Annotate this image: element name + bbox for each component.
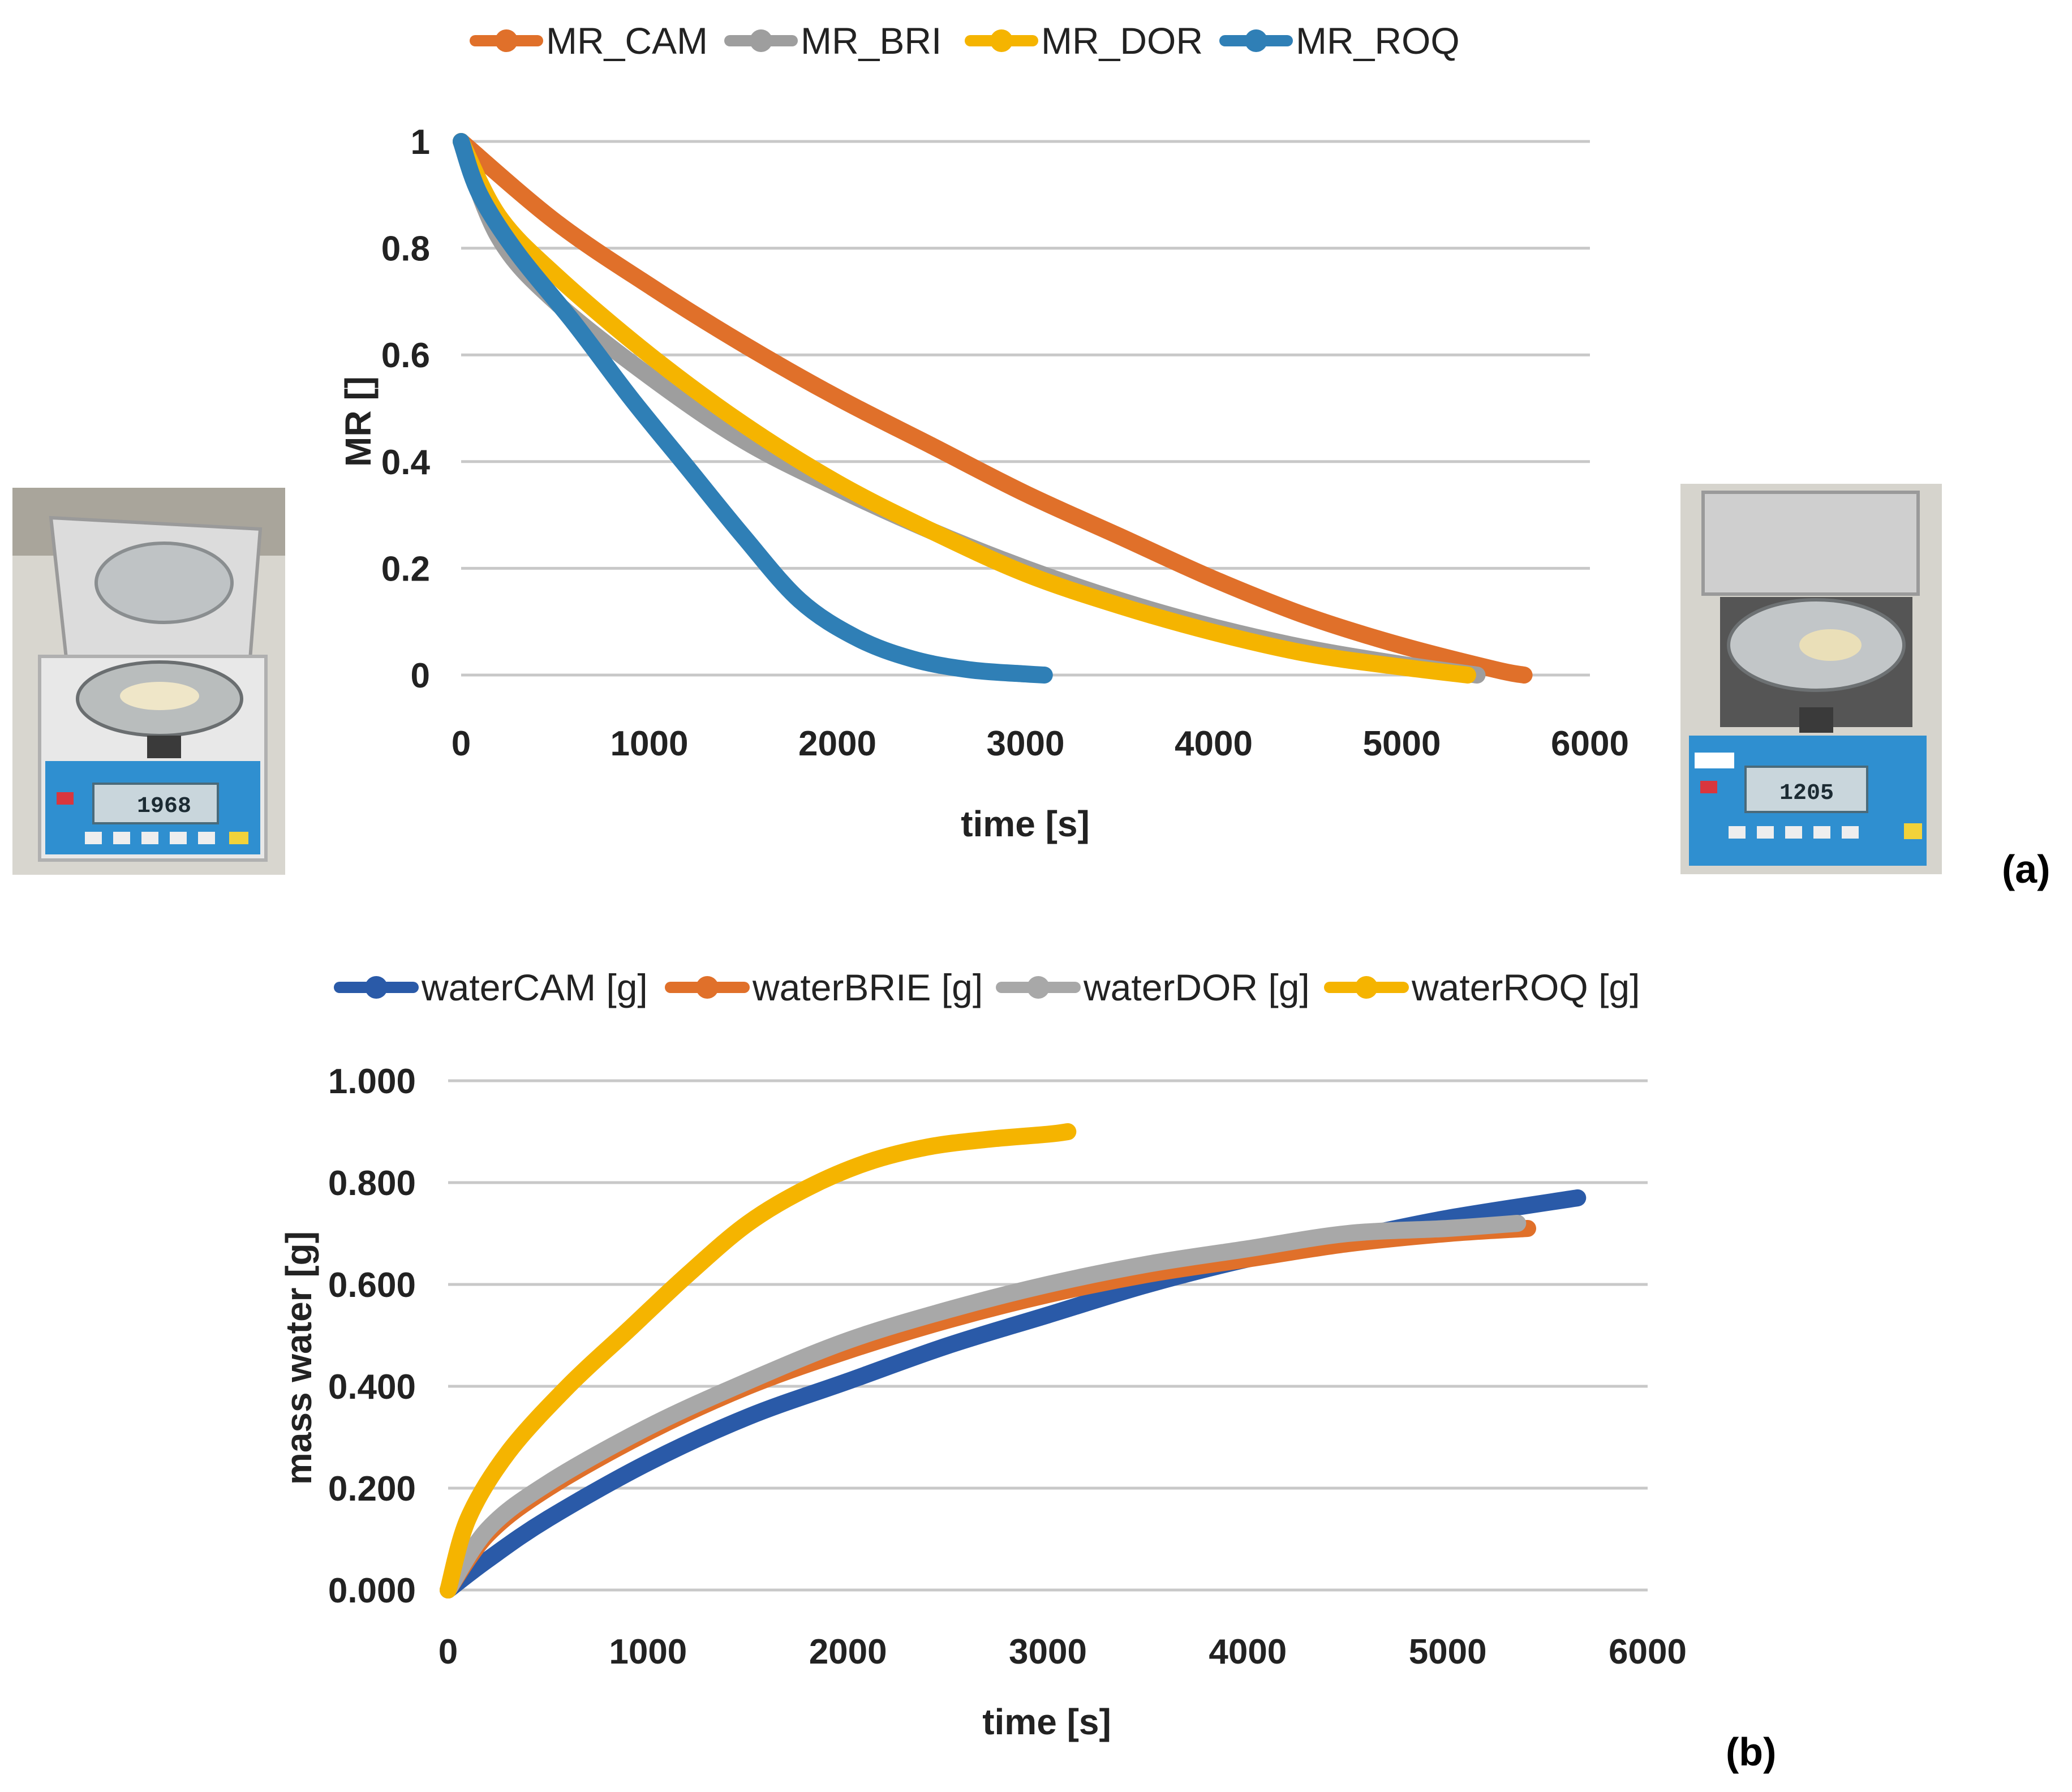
legend-marker-water-dor (1027, 976, 1050, 999)
series-line-waterdor-g (440, 1215, 1527, 1598)
chart-b-y-tick-labels: 0.000 0.200 0.400 0.600 0.800 1.000 (328, 1062, 416, 1610)
y-tick-label: 0.600 (328, 1266, 416, 1305)
legend-label-mr-bri: MR_BRI (801, 20, 942, 62)
y-tick-label: 0.6 (381, 336, 430, 375)
legend-marker-mr-bri (750, 29, 772, 52)
chart-a-x-axis-label: time [s] (961, 803, 1090, 844)
x-tick-label: 5000 (1363, 724, 1441, 763)
panel-label-a: (a) (2002, 847, 2050, 891)
legend-b: waterCAM [g] waterBRIE [g] waterDOR [g] … (334, 966, 1640, 1008)
chart-a-x-tick-labels: 0 1000 2000 3000 4000 5000 6000 (452, 724, 1629, 763)
x-tick-label: 6000 (1609, 1632, 1687, 1671)
chart-a-y-tick-labels: 0 0.2 0.4 0.6 0.8 1 (381, 123, 431, 695)
legend-a: MR_CAM MR_BRI MR_DOR MR_ROQ (470, 20, 1460, 62)
series-line-mr-bri (453, 133, 1486, 684)
series-line-mr-cam (453, 133, 1533, 684)
y-tick-label: 0 (411, 656, 430, 695)
y-tick-label: 0.8 (381, 230, 430, 269)
chart-b-x-axis-label: time [s] (982, 1701, 1111, 1742)
photo-right-moisture-analyzer: 1205 (1680, 484, 1942, 874)
y-tick-label: 1.000 (328, 1062, 416, 1101)
chart-a: 0 0.2 0.4 0.6 0.8 1 0 1000 2000 3000 4000 5000 6000… (338, 123, 1629, 844)
y-tick-label: 0.4 (381, 443, 431, 482)
legend-marker-water-brie (696, 976, 719, 999)
legend-marker-mr-cam (495, 29, 518, 52)
chart-a-y-axis-label: MR [] (338, 376, 379, 467)
chart-b-series (440, 1123, 1587, 1598)
chart-b: 0.000 0.200 0.400 0.600 0.800 1.000 0 1000 2000… (278, 1062, 1687, 1742)
legend-label-mr-roq: MR_ROQ (1296, 20, 1460, 62)
legend-label-mr-dor: MR_DOR (1041, 20, 1203, 62)
legend-label-water-cam: waterCAM [g] (421, 966, 648, 1008)
series-line-waterbrie-g (440, 1220, 1536, 1598)
x-tick-label: 6000 (1551, 724, 1629, 763)
series-line-mr-dor (453, 133, 1476, 684)
legend-label-water-brie: waterBRIE [g] (752, 966, 983, 1008)
photo-left-moisture-analyzer: 1968 (12, 488, 285, 875)
x-tick-label: 5000 (1409, 1632, 1487, 1671)
y-tick-label: 0.000 (328, 1571, 416, 1610)
photo-right-display-value: 1205 (1779, 781, 1834, 806)
legend-marker-water-roq (1355, 976, 1378, 999)
legend-label-water-dor: waterDOR [g] (1083, 966, 1310, 1008)
x-tick-label: 1000 (609, 1632, 687, 1671)
y-tick-label: 0.200 (328, 1469, 416, 1509)
x-tick-label: 4000 (1175, 724, 1253, 763)
series-line-watercam-g (440, 1189, 1587, 1598)
x-tick-label: 3000 (987, 724, 1065, 763)
legend-marker-mr-roq (1245, 29, 1267, 52)
panel-label-b: (b) (1726, 1730, 1776, 1774)
x-tick-label: 2000 (798, 724, 876, 763)
y-tick-label: 0.800 (328, 1164, 416, 1203)
y-tick-label: 0.400 (328, 1368, 416, 1407)
legend-marker-mr-dor (990, 29, 1013, 52)
chart-b-x-tick-labels: 0 1000 2000 3000 4000 5000 6000 (439, 1632, 1687, 1671)
x-tick-label: 2000 (809, 1632, 887, 1671)
series-line-waterroq-g (440, 1123, 1077, 1598)
legend-marker-water-cam (365, 976, 388, 999)
x-tick-label: 0 (439, 1632, 458, 1671)
legend-label-mr-cam: MR_CAM (546, 20, 708, 62)
x-tick-label: 0 (452, 724, 471, 763)
y-tick-label: 1 (411, 123, 430, 162)
photo-left-display-value: 1968 (137, 794, 191, 819)
x-tick-label: 4000 (1209, 1632, 1287, 1671)
x-tick-label: 3000 (1009, 1632, 1087, 1671)
y-tick-label: 0.2 (381, 549, 430, 588)
chart-b-y-axis-label: mass water [g] (278, 1231, 319, 1485)
chart-a-series (453, 133, 1533, 684)
legend-label-water-roq: waterROQ [g] (1411, 966, 1640, 1008)
series-line-mr-roq (453, 133, 1053, 684)
x-tick-label: 1000 (611, 724, 689, 763)
